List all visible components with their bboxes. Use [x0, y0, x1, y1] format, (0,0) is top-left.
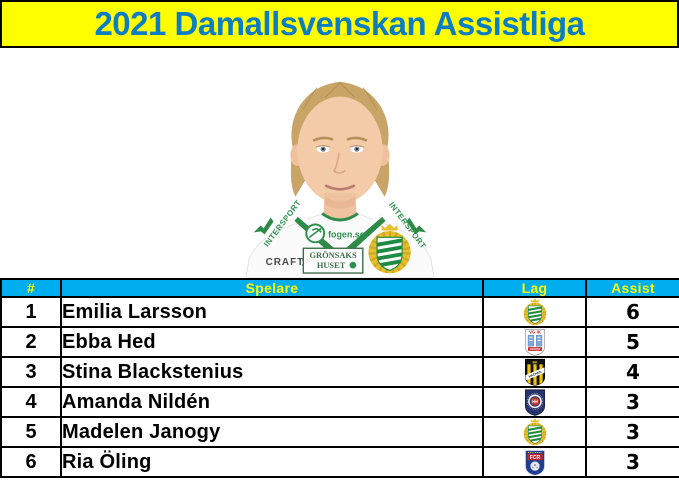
col-header-rank: #	[0, 278, 62, 298]
eskilstuna-united-logo	[520, 388, 550, 416]
rank-cell: 1	[0, 296, 62, 328]
gronsaks-line2: HUSET	[316, 260, 345, 270]
col-header-assist: Assist	[585, 278, 679, 298]
mouth	[324, 184, 355, 191]
team-logo-cell	[482, 296, 587, 328]
title-banner: 2021 Damallsvenskan Assistliga	[0, 0, 679, 48]
gronsaks-line1: GRÖNSAKS	[309, 250, 357, 260]
face	[296, 96, 383, 204]
player-name: Amanda Nildén	[60, 386, 484, 418]
table-row: 5 Madelen Janogy 3	[0, 416, 679, 448]
assist-count: 3	[585, 416, 679, 448]
col-header-team: Lag	[482, 278, 587, 298]
table-header-row: # Spelare Lag Assist	[0, 278, 679, 298]
table-row: 2 Ebba Hed 5	[0, 326, 679, 358]
fogen-text: fogen.se	[328, 229, 365, 239]
player-photo: INTERSPORT INTERSPORT CRAFT fogen.se GRÖ…	[244, 81, 435, 278]
eyes	[315, 145, 364, 153]
vittsjo-gik-logo	[520, 328, 550, 356]
player-name: Madelen Janogy	[60, 416, 484, 448]
bk-hacken-logo	[520, 358, 550, 386]
assist-table: # Spelare Lag Assist 1 Emilia Larsson 6 …	[0, 278, 679, 478]
rank-cell: 6	[0, 446, 62, 478]
player-name: Ebba Hed	[60, 326, 484, 358]
rank-cell: 2	[0, 326, 62, 358]
team-logo-cell	[482, 326, 587, 358]
team-logo-cell	[482, 356, 587, 388]
player-name: Emilia Larsson	[60, 296, 484, 328]
player-name: Ria Öling	[60, 446, 484, 478]
rank-cell: 4	[0, 386, 62, 418]
assist-count: 5	[585, 326, 679, 358]
player-name: Stina Blackstenius	[60, 356, 484, 388]
table-row: 4 Amanda Nildén 3	[0, 386, 679, 418]
assist-count: 3	[585, 446, 679, 478]
rank-cell: 3	[0, 356, 62, 388]
gronsakshuset-logo: GRÖNSAKS HUSET	[302, 247, 363, 274]
table-row: 6 Ria Öling 3	[0, 446, 679, 478]
craft-text: CRAFT	[265, 257, 304, 268]
table-row: 3 Stina Blackstenius 4	[0, 356, 679, 388]
rank-cell: 5	[0, 416, 62, 448]
team-logo-cell	[482, 386, 587, 418]
fc-rosengard-logo	[520, 448, 550, 476]
hammarby-logo	[520, 418, 550, 446]
assist-count: 4	[585, 356, 679, 388]
col-header-player: Spelare	[60, 278, 484, 298]
assist-count: 6	[585, 296, 679, 328]
team-logo-cell	[482, 416, 587, 448]
page-title: 2021 Damallsvenskan Assistliga	[94, 5, 585, 42]
table-row: 1 Emilia Larsson 6	[0, 296, 679, 328]
assist-count: 3	[585, 386, 679, 418]
hammarby-logo	[520, 298, 550, 326]
player-photo-area: INTERSPORT INTERSPORT CRAFT fogen.se GRÖ…	[0, 48, 679, 278]
team-logo-cell	[482, 446, 587, 478]
